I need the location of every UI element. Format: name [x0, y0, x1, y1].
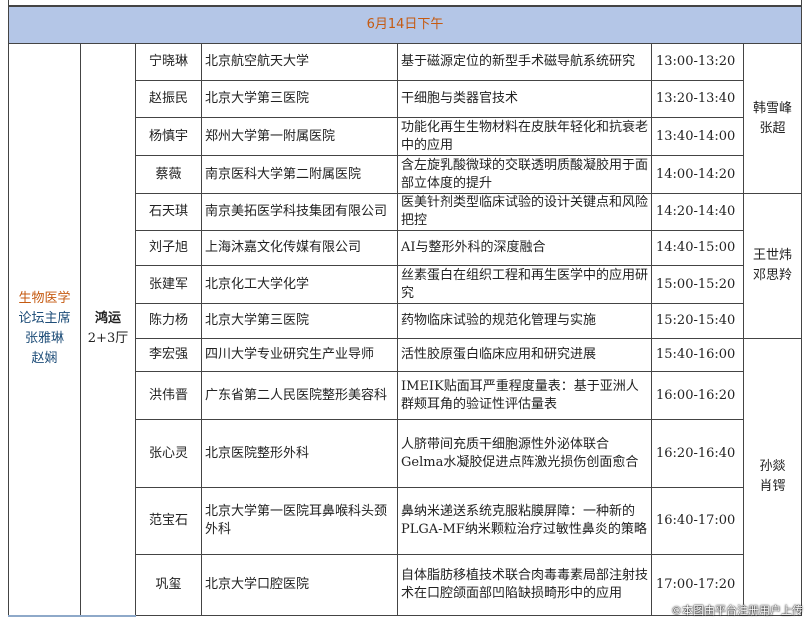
speaker-org: 北京大学第三医院	[201, 80, 398, 118]
table-row: 蔡薇 南京医科大学第二附属医院 含左旋乳酸微球的交联透明质酸凝胶用于面部立体度的提升…	[9, 155, 802, 194]
talk-topic: 自体脂肪移植技术联合肉毒毒素局部注射技术在口腔颌面部凹陷缺损畸形中的应用	[397, 554, 652, 616]
table-row: 张心灵 北京医院整形外科 人脐带间充质干细胞源性外泌体联合Gelma水凝胶促进点阵激…	[9, 419, 802, 488]
chair-name: 张雅琳	[24, 331, 64, 347]
moderator-name: 韩雪峰	[753, 100, 793, 116]
talk-time: 16:00-16:20	[651, 371, 744, 420]
speaker-name: 范宝石	[135, 487, 202, 555]
moderator-name: 肖锷	[759, 479, 786, 494]
table-row: 生物医学 论坛主席 张雅琳 赵娴 鸿运 2+3厅 宁晓琳 北京航空航天大学 基于磁源定位的新型手…	[8, 43, 803, 617]
speaker-name: 巩玺	[135, 554, 202, 616]
talk-time: 15:00-15:20	[651, 265, 744, 304]
hall-cell: 鸿运 2+3厅	[80, 43, 136, 617]
table-row: 洪伟晋 广东省第二人民医院整形美容科 IMEIK贴面耳严重程度量表：基于亚洲人群颊耳…	[9, 371, 802, 420]
speaker-org: 北京航空航天大学	[201, 43, 398, 81]
hall-name: 鸿运	[94, 311, 121, 327]
speaker-org: 北京大学口腔医院	[201, 554, 398, 616]
talk-time: 14:20-14:40	[651, 193, 744, 231]
speaker-org: 北京化工大学化学	[201, 265, 398, 304]
talk-time: 16:20-16:40	[651, 419, 744, 488]
speaker-org: 南京医科大学第二附属医院	[201, 155, 398, 194]
speaker-name: 张心灵	[135, 419, 202, 488]
talk-topic: IMEIK贴面耳严重程度量表：基于亚洲人群颊耳角的验证性评估量表	[397, 371, 652, 420]
talk-topic: 功能化再生生物材料在皮肤年轻化和抗衰老中的应用	[397, 117, 652, 156]
speaker-name: 张建军	[135, 265, 202, 304]
speaker-org: 北京大学第一医院耳鼻喉科头颈外科	[201, 487, 398, 555]
talk-time: 14:00-14:20	[651, 155, 744, 194]
talk-time: 13:00-13:20	[651, 43, 744, 81]
table-row: 石天琪 南京美拓医学科技集团有限公司 医美针剂类型临床试验的设计关键点和风险把控 14…	[9, 193, 803, 339]
moderator-cell: 王世炜 邓思羚	[742, 193, 803, 339]
watermark: ©本图由平台注册用户上传	[671, 604, 803, 617]
talk-time: 14:40-15:00	[651, 230, 744, 266]
speaker-name: 石天琪	[135, 193, 202, 231]
talk-time: 15:40-16:00	[651, 338, 744, 372]
speaker-name: 刘子旭	[135, 230, 202, 266]
session-header: 6月14日下午	[7, 6, 803, 44]
talk-time: 13:40-14:00	[651, 117, 744, 156]
moderator-cell: 孙燚 肖锷	[742, 338, 803, 616]
moderator-name: 王世炜	[753, 248, 793, 263]
hall-room: 2+3厅	[87, 331, 129, 347]
moderator-cell: 韩雪峰 张超	[742, 43, 803, 194]
forum-title: 生物医学	[18, 291, 71, 307]
speaker-name: 杨慎宇	[135, 117, 202, 156]
moderator-name: 邓思羚	[753, 268, 793, 283]
speaker-org: 北京大学第三医院	[201, 303, 398, 339]
speaker-name: 李宏强	[135, 338, 202, 372]
talk-topic: AI与整形外科的深度融合	[397, 230, 652, 266]
top-border	[8, 0, 802, 6]
speaker-org: 四川大学专业研究生产业导师	[201, 338, 398, 372]
speaker-name: 赵振民	[135, 80, 202, 118]
talk-topic: 鼻纳米递送系统克服粘膜屏障：一种新的PLGA-MF纳米颗粒治疗过敏性鼻炎的策略	[397, 487, 652, 555]
speaker-name: 蔡薇	[135, 155, 202, 194]
talk-topic: 基于磁源定位的新型手术磁导航系统研究	[397, 43, 652, 81]
forum-chair-cell: 生物医学论坛主席张雅琳赵娴	[8, 43, 81, 617]
speaker-org: 郑州大学第一附属医院	[201, 117, 398, 156]
talk-topic: 干细胞与类器官技术	[397, 80, 652, 118]
talk-topic: 人脐带间充质干细胞源性外泌体联合Gelma水凝胶促进点阵激光损伤创面愈合	[397, 419, 652, 488]
table-row: 李宏强 四川大学专业研究生产业导师 活性胶原蛋白临床应用和研究进展 15:40-16:…	[9, 338, 803, 616]
talk-topic: 药物临床试验的规范化管理与实施	[397, 303, 652, 339]
talk-topic: 含左旋乳酸微球的交联透明质酸凝胶用于面部立体度的提升	[397, 155, 652, 194]
speaker-name: 宁晓琳	[135, 43, 202, 81]
speaker-name: 洪伟晋	[135, 371, 202, 420]
speaker-name: 陈力杨	[135, 303, 202, 339]
speaker-org: 南京美拓医学科技集团有限公司	[201, 193, 398, 231]
schedule-table: 6月14日下午 生物医学 论坛主席 张雅琳 赵娴 鸿运 2+3厅 宁晓琳 北京航空航天大学 基于…	[7, 6, 803, 617]
chair-label: 论坛主席	[18, 311, 71, 327]
talk-time: 16:40-17:00	[651, 487, 744, 555]
talk-topic: 丝素蛋白在组织工程和再生医学中的应用研究	[397, 265, 652, 304]
talk-time: 17:00-17:20	[651, 554, 744, 616]
moderator-name: 孙燚	[759, 459, 786, 474]
talk-time: 15:20-15:40	[651, 303, 744, 339]
table-row: 张建军 北京化工大学化学 丝素蛋白在组织工程和再生医学中的应用研究 15:00-15:…	[9, 265, 802, 304]
speaker-org: 北京医院整形外科	[201, 419, 398, 488]
talk-topic: 活性胶原蛋白临床应用和研究进展	[397, 338, 652, 372]
table-row: 陈力杨 北京大学第三医院 药物临床试验的规范化管理与实施 15:20-15:40	[9, 303, 802, 339]
moderator-name: 张超	[759, 120, 786, 136]
talk-time: 13:20-13:40	[651, 80, 744, 118]
table-row: 巩玺 北京大学口腔医院 自体脂肪移植技术联合肉毒毒素局部注射技术在口腔颌面部凹陷缺损…	[9, 554, 802, 616]
talk-topic: 医美针剂类型临床试验的设计关键点和风险把控	[397, 193, 652, 231]
chair-name: 赵娴	[31, 351, 58, 367]
speaker-org: 广东省第二人民医院整形美容科	[201, 371, 398, 420]
speaker-org: 上海沐嘉文化传媒有限公司	[201, 230, 398, 266]
